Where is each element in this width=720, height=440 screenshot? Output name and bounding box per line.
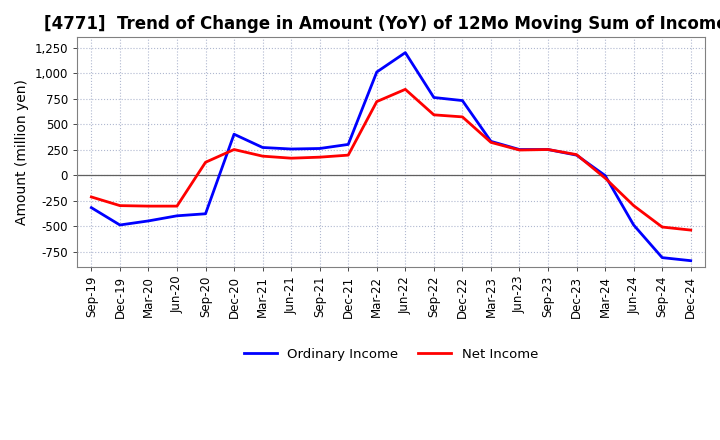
Net Income [144,203,153,209]
Ordinary Income [544,147,552,152]
Net Income [515,147,523,153]
Ordinary Income [487,139,495,144]
Net Income [544,147,552,152]
Net Income [487,140,495,145]
Line: Ordinary Income: Ordinary Income [91,53,690,260]
Ordinary Income [116,222,125,227]
Ordinary Income [658,255,667,260]
Net Income [686,227,695,233]
Net Income [629,203,638,208]
Ordinary Income [458,98,467,103]
Net Income [344,153,353,158]
Net Income [572,152,581,157]
Ordinary Income [572,153,581,158]
Net Income [401,87,410,92]
Net Income [372,99,381,104]
Ordinary Income [258,145,267,150]
Ordinary Income [600,173,609,178]
Legend: Ordinary Income, Net Income: Ordinary Income, Net Income [238,342,544,366]
Net Income [173,203,181,209]
Ordinary Income [686,258,695,263]
Ordinary Income [401,50,410,55]
Ordinary Income [315,146,324,151]
Ordinary Income [201,211,210,216]
Y-axis label: Amount (million yen): Amount (million yen) [15,79,29,225]
Net Income [287,156,295,161]
Net Income [458,114,467,120]
Line: Net Income: Net Income [91,89,690,230]
Ordinary Income [515,147,523,152]
Ordinary Income [344,142,353,147]
Ordinary Income [144,218,153,224]
Ordinary Income [430,95,438,100]
Ordinary Income [372,70,381,75]
Net Income [600,176,609,181]
Ordinary Income [629,222,638,227]
Ordinary Income [230,132,238,137]
Title: [4771]  Trend of Change in Amount (YoY) of 12Mo Moving Sum of Incomes: [4771] Trend of Change in Amount (YoY) o… [45,15,720,33]
Ordinary Income [173,213,181,218]
Net Income [258,154,267,159]
Net Income [116,203,125,208]
Net Income [201,160,210,165]
Net Income [658,224,667,230]
Ordinary Income [87,205,96,210]
Net Income [430,112,438,117]
Net Income [87,194,96,200]
Net Income [230,147,238,152]
Ordinary Income [287,147,295,152]
Net Income [315,154,324,160]
